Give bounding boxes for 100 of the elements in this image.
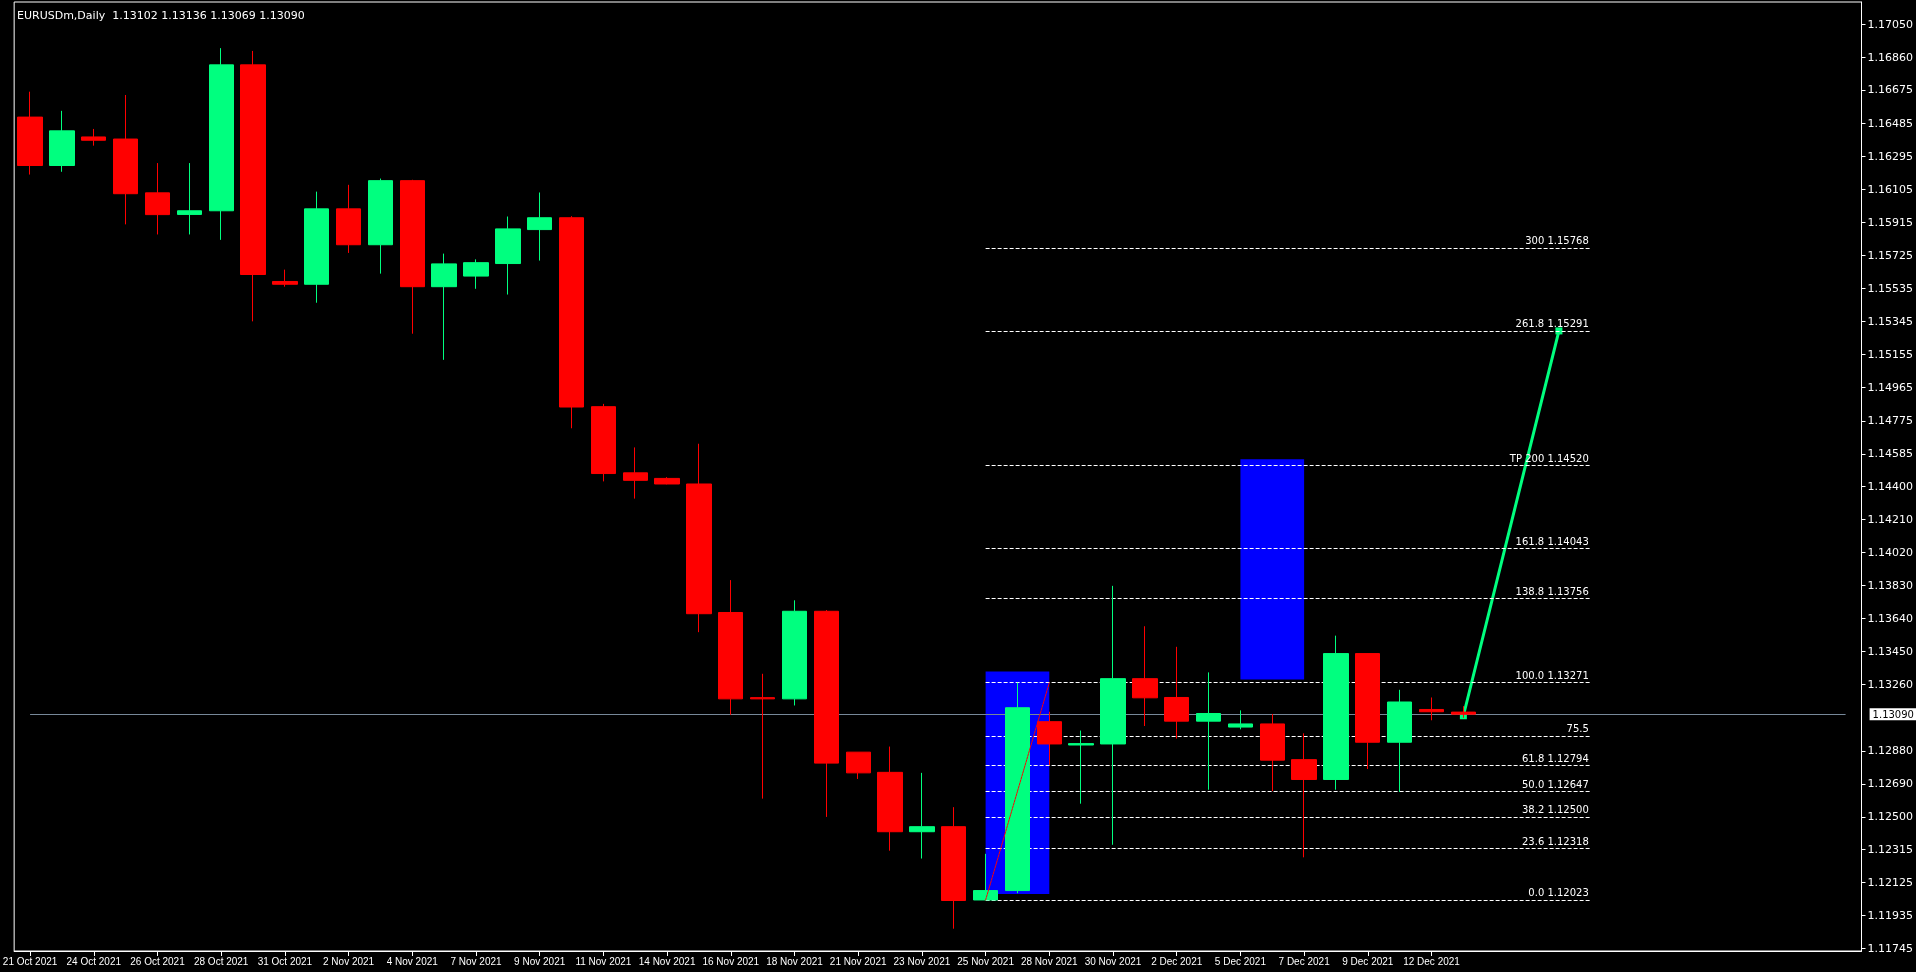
- y-tick-label: 1.16105: [1867, 182, 1914, 196]
- text: EURUSDm,Daily 1.13102 1.13136 1.13069 1.13090: [17, 9, 305, 22]
- candlestick: [877, 746, 903, 852]
- candlestick: [1068, 730, 1094, 805]
- y-tick-label: 1.16485: [1867, 116, 1914, 130]
- y-tick-label: 1.13830: [1867, 578, 1914, 592]
- candlestick: [272, 269, 298, 288]
- x-tick-label: 28 Oct 2021: [193, 955, 249, 967]
- x-tick-label: 2 Dec 2021: [1151, 955, 1203, 967]
- candlestick: [1100, 585, 1126, 846]
- y-tick-label: 1.17050: [1867, 18, 1914, 32]
- y-tick-label: 1.11935: [1867, 908, 1914, 922]
- x-tick-label: 5 Dec 2021: [1214, 955, 1267, 967]
- candlestick: [1164, 646, 1189, 740]
- candlestick: [591, 403, 616, 482]
- y-tick-label: 1.14965: [1867, 381, 1914, 395]
- candlestick: [846, 751, 871, 780]
- y-tick-label: 1.13260: [1867, 678, 1914, 692]
- candlestick: [1132, 625, 1158, 727]
- candlestick: [431, 253, 457, 361]
- ref-line-label: 23.6 1.12318: [1521, 836, 1589, 848]
- x-tick-label: 4 Nov 2021: [386, 955, 439, 967]
- y-tick-label: 1.15535: [1867, 281, 1914, 295]
- candlestick: [1323, 635, 1349, 791]
- candlestick: [17, 91, 43, 176]
- x-tick-label: 21 Nov 2021: [829, 955, 887, 967]
- x-tick-label: 31 Oct 2021: [257, 955, 313, 967]
- ref-line-label: 161.8 1.14043: [1515, 535, 1589, 547]
- y-tick-label: 1.14020: [1867, 545, 1914, 559]
- candlestick: [718, 579, 743, 716]
- candlestick: [209, 47, 234, 241]
- x-tick-label: 7 Dec 2021: [1278, 955, 1331, 967]
- candlestick: [304, 191, 329, 304]
- candlestick: [1419, 696, 1444, 721]
- ref-line-label: 300 1.15768: [1525, 235, 1589, 247]
- candlestick: [1291, 732, 1317, 858]
- ref-line-label: 100.0 1.13271: [1515, 670, 1589, 682]
- x-tick-label: 12 Dec 2021: [1403, 955, 1461, 967]
- y-tick-label: 1.13640: [1867, 611, 1914, 625]
- ref-line-label: 138.8 1.13756: [1515, 585, 1589, 597]
- y-tick-label: 1.14400: [1867, 479, 1914, 493]
- y-tick-label: 1.14585: [1867, 447, 1914, 461]
- y-tick-label: 1.12315: [1867, 842, 1914, 856]
- y-tick-label: 1.15915: [1867, 215, 1914, 229]
- x-tick-label: 18 Nov 2021: [766, 955, 824, 967]
- y-tick-label: 1.12690: [1867, 777, 1914, 791]
- ref-line-label: 38.2 1.12500: [1521, 804, 1589, 816]
- candlestick: [623, 446, 648, 500]
- candlestick: [1228, 709, 1253, 730]
- ref-line-label: 1.13090: [1872, 708, 1914, 720]
- candlestick: [49, 110, 75, 173]
- candlestick: [909, 772, 935, 860]
- candlestick: [368, 178, 393, 275]
- x-tick-label: 23 Nov 2021: [893, 955, 951, 967]
- x-tick-label: 9 Nov 2021: [514, 955, 566, 967]
- candlestick: [654, 476, 680, 485]
- x-tick-label: 2 Nov 2021: [323, 955, 375, 967]
- y-tick-label: 1.15345: [1867, 315, 1914, 329]
- y-tick-label: 1.12125: [1867, 875, 1914, 889]
- candlestick: [559, 215, 584, 429]
- ref-line-label: 0.0 1.12023: [1528, 887, 1589, 899]
- candlestick: [1005, 682, 1030, 894]
- x-tick-label: 25 Nov 2021: [957, 955, 1015, 967]
- x-tick-label: 14 Nov 2021: [638, 955, 696, 967]
- ref-line-label: 50.0 1.12647: [1521, 778, 1589, 790]
- x-tick-label: 24 Oct 2021: [66, 955, 122, 967]
- candlestick: [1196, 671, 1221, 791]
- candlestick: [336, 184, 361, 254]
- y-tick-label: 1.15155: [1867, 348, 1914, 362]
- candlestick: [400, 179, 425, 335]
- x-tick-label: 7 Nov 2021: [450, 955, 502, 967]
- y-tick-label: 1.15725: [1867, 248, 1914, 262]
- y-tick-label: 1.12500: [1867, 810, 1914, 824]
- y-tick-label: 1.16675: [1867, 83, 1914, 97]
- candlestick: [81, 128, 106, 147]
- candlestick: [941, 806, 966, 930]
- x-tick-label: 16 Nov 2021: [702, 955, 760, 967]
- y-tick-label: 1.11745: [1867, 941, 1914, 955]
- x-tick-label: 28 Nov 2021: [1020, 955, 1079, 967]
- candlestick: [782, 599, 807, 706]
- y-tick-label: 1.14775: [1867, 414, 1914, 428]
- y-tick-label: 1.14210: [1867, 512, 1914, 526]
- y-tick-label: 1.16860: [1867, 51, 1914, 65]
- x-tick-label: 11 Nov 2021: [575, 955, 632, 967]
- y-tick-label: 1.13450: [1867, 645, 1914, 658]
- candlestick: [686, 443, 712, 633]
- candlestick: [814, 609, 839, 818]
- annotation: 75.5: [1566, 723, 1589, 735]
- candlestick: [145, 162, 170, 235]
- x-tick-label: 30 Nov 2021: [1084, 955, 1142, 967]
- x-tick-label: 21 Oct 2021: [2, 955, 58, 967]
- ref-line-label: 61.8 1.12794: [1521, 753, 1589, 765]
- candlestick: [177, 162, 202, 235]
- candlestick: [240, 50, 266, 322]
- candlestick: [527, 192, 552, 262]
- candlestick: [463, 258, 489, 290]
- candlestick: [1355, 653, 1380, 770]
- y-tick-label: 1.12880: [1867, 744, 1914, 758]
- ref-line-label: 261.8 1.15291: [1515, 318, 1589, 330]
- candlestick: [973, 853, 998, 901]
